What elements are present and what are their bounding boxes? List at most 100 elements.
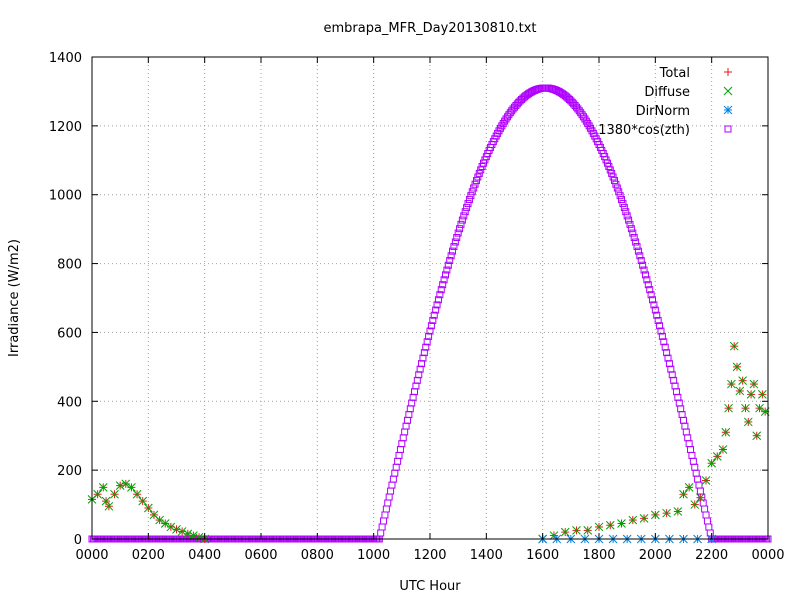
data-point — [560, 527, 570, 537]
data-point — [743, 417, 753, 427]
data-point — [177, 527, 187, 536]
x-tick-label: 1200 — [413, 548, 446, 563]
data-point — [712, 452, 722, 461]
data-point — [172, 525, 181, 534]
data-point — [641, 271, 649, 279]
legend-label: Diffuse — [644, 85, 690, 100]
legend: Total Diffuse DirNorm 1380*cos(zth) — [598, 66, 733, 138]
data-point — [444, 261, 452, 269]
data-point — [612, 180, 620, 188]
x-tick-label: 1800 — [582, 548, 615, 563]
data-point — [729, 341, 739, 351]
data-point — [583, 526, 593, 535]
data-point — [673, 507, 683, 516]
y-axis-label: Irradiance (W/m2) — [7, 239, 22, 357]
data-point — [649, 296, 657, 304]
data-point — [429, 316, 437, 324]
data-point — [657, 327, 665, 335]
data-point — [430, 311, 438, 319]
data-point — [143, 503, 153, 513]
data-point — [443, 266, 451, 274]
data-point — [613, 184, 621, 192]
legend-marker — [723, 86, 733, 96]
data-point — [643, 276, 651, 284]
data-point — [104, 501, 114, 511]
data-point — [629, 229, 637, 237]
data-point — [628, 515, 638, 525]
data-point — [432, 306, 440, 314]
data-point — [637, 256, 645, 264]
data-point — [609, 173, 617, 181]
data-point — [616, 192, 624, 200]
y-tick-label: 600 — [57, 326, 82, 341]
data-point — [93, 489, 102, 499]
y-tick-label: 1400 — [49, 51, 82, 66]
data-point — [465, 196, 473, 204]
data-point — [470, 184, 478, 192]
data-point — [644, 281, 652, 289]
data-point — [741, 403, 750, 413]
data-point — [752, 431, 762, 441]
data-point — [608, 169, 616, 177]
data-point — [457, 220, 465, 228]
y-tick-label: 0 — [74, 533, 82, 548]
data-point — [749, 379, 759, 389]
data-point — [639, 261, 647, 269]
data-point — [660, 338, 668, 346]
y-tick-label: 400 — [57, 395, 82, 410]
data-point — [630, 234, 638, 242]
data-point — [98, 483, 108, 492]
data-point — [626, 220, 634, 228]
data-point — [468, 188, 476, 196]
data-point — [189, 531, 198, 540]
data-point — [127, 483, 136, 492]
data-point — [661, 343, 669, 351]
data-point — [460, 212, 468, 220]
data-point — [620, 204, 628, 212]
x-tick-label: 0600 — [244, 548, 277, 563]
data-point — [121, 479, 131, 489]
data-point — [471, 180, 479, 188]
chart-title: embrapa_MFR_Day20130810.txt — [323, 21, 536, 36]
data-point — [194, 532, 204, 542]
data-point — [647, 291, 655, 299]
data-point — [458, 216, 466, 224]
data-point — [663, 349, 671, 357]
data-point — [423, 338, 431, 346]
x-tick-label: 2200 — [695, 548, 728, 563]
data-point — [437, 286, 445, 294]
data-point — [572, 526, 581, 535]
y-tick-label: 200 — [57, 464, 82, 479]
data-point — [746, 390, 756, 399]
data-point — [474, 173, 482, 181]
data-point — [735, 386, 745, 396]
data-point — [594, 522, 604, 532]
x-tick-label: 1000 — [357, 548, 390, 563]
data-point — [636, 252, 644, 260]
data-point — [441, 271, 449, 279]
x-tick-label: 1400 — [470, 548, 503, 563]
data-point — [615, 188, 623, 196]
data-point — [110, 489, 119, 499]
data-point — [449, 247, 457, 255]
data-point — [639, 513, 649, 523]
data-point — [132, 489, 142, 499]
data-point — [115, 481, 125, 490]
legend-marker — [724, 68, 732, 76]
data-point — [755, 403, 764, 413]
data-point — [463, 204, 471, 212]
data-point — [434, 296, 442, 304]
y-tick-label: 800 — [57, 258, 82, 273]
data-point — [696, 493, 705, 503]
data-point — [625, 216, 633, 224]
data-point — [422, 343, 430, 351]
data-point — [650, 301, 658, 309]
data-point — [155, 515, 164, 525]
data-point — [651, 306, 659, 314]
legend-marker — [724, 125, 732, 133]
data-point — [684, 483, 694, 492]
x-tick-label: 0200 — [132, 548, 165, 563]
data-point — [758, 390, 767, 399]
x-tick-label: 0400 — [188, 548, 221, 563]
